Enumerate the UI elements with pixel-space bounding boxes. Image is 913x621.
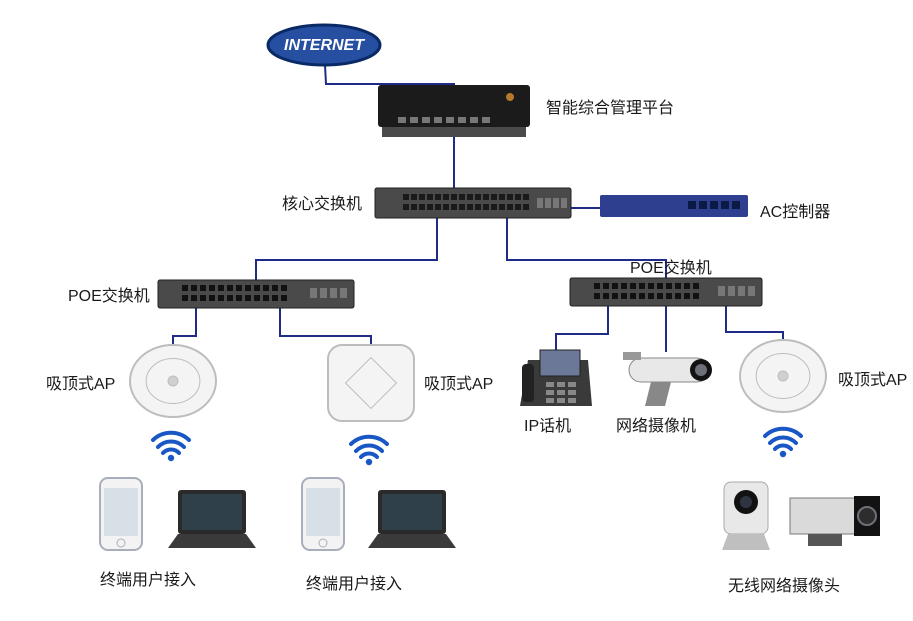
laptop-left [168,490,256,548]
label-ap-left: 吸顶式AP [46,370,115,394]
label-ip-phone: IP话机 [524,412,571,436]
label-net-camera: 网络摄像机 [616,412,696,436]
label-ap-right: 吸顶式AP [838,366,907,390]
box-camera [790,496,880,546]
label-wifi-camera: 无线网络摄像头 [728,572,840,596]
wifi-icon-left [150,428,192,462]
platform-device [378,85,530,137]
poe-switch-right [570,278,762,306]
internet-node: INTERNET [0,0,913,621]
ap-mid [328,345,414,421]
smartphone-left [100,478,142,550]
core-switch-device [375,188,571,218]
devices-layer [0,0,913,621]
label-poe-left: POE交换机 [68,282,150,306]
label-end-user-left: 终端用户接入 [100,566,196,590]
poe-switch-left [158,280,354,308]
svg-text:INTERNET: INTERNET [284,37,365,54]
cube-camera [722,482,770,550]
ap-right [740,340,826,412]
ip-phone [520,350,592,406]
label-platform: 智能综合管理平台 [546,94,674,118]
smartphone-mid [302,478,344,550]
wifi-icon-right [762,424,804,458]
laptop-mid [368,490,456,548]
label-poe-right: POE交换机 [630,254,712,278]
label-core-switch: 核心交换机 [282,190,362,214]
ac-controller-device [600,195,748,217]
ap-left [130,345,216,417]
label-end-user-mid: 终端用户接入 [306,570,402,594]
edges-layer [0,0,913,621]
label-ac-controller: AC控制器 [760,198,830,222]
wifi-icon-mid [348,432,390,466]
label-ap-mid: 吸顶式AP [424,370,493,394]
network-camera [623,352,712,406]
